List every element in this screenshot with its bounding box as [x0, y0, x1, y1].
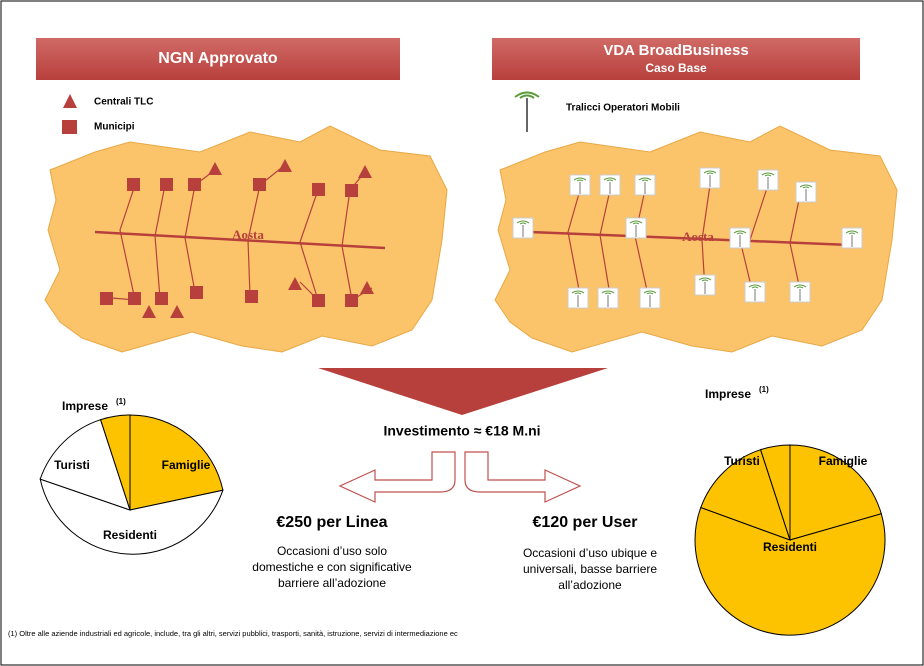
left-title: NGN Approvato	[158, 50, 278, 67]
pie-label: Famiglie	[162, 458, 211, 472]
left-header	[36, 38, 400, 80]
legend-text: Municipi	[94, 122, 135, 133]
left-markers	[100, 159, 374, 318]
right-description: Occasioni d’uso ubique e	[523, 546, 657, 560]
right-arrow	[464, 451, 582, 503]
right-description: all’adozione	[558, 578, 622, 592]
right-subtitle: Caso Base	[645, 61, 707, 75]
right-header	[492, 38, 860, 80]
left-description: Occasioni d’uso solo	[277, 544, 387, 558]
down-arrow	[318, 368, 608, 415]
left-description: barriere all’adozione	[278, 576, 386, 590]
pie-label: Imprese	[705, 387, 751, 401]
map-label: Aosta	[682, 229, 714, 244]
pie-label: Turisti	[54, 458, 90, 472]
pie-label: Residenti	[103, 528, 157, 542]
triangle-icon	[63, 94, 77, 108]
legend-text: Centrali TLC	[94, 97, 153, 108]
investment: Investimento ≈ €18 M.ni	[383, 423, 540, 439]
left-arrow	[338, 451, 456, 503]
right-title: VDA BroadBusiness	[603, 42, 748, 59]
square-icon	[62, 120, 77, 134]
right-description: universali, basse barriere	[523, 562, 657, 576]
legend-text: Tralicci Operatori Mobili	[566, 103, 680, 114]
pie-label-note: (1)	[759, 385, 769, 394]
pie-label-note: (1)	[116, 397, 126, 406]
antenna-icon	[514, 91, 540, 132]
right-price: €120 per User	[533, 514, 638, 531]
map-label: Aosta	[232, 227, 264, 242]
pie-label: Residenti	[763, 540, 817, 554]
pie-label: Imprese	[62, 399, 108, 413]
left-price: €250 per Linea	[276, 514, 387, 531]
pie-label: Famiglie	[819, 454, 868, 468]
left-network	[94, 164, 386, 301]
left-description: domestiche e con significative	[252, 560, 412, 574]
pie-label: Turisti	[724, 454, 760, 468]
left-pie	[39, 414, 224, 555]
right-pie	[694, 444, 886, 636]
footnote: (1) Oltre alle aziende industriali ed ag…	[8, 629, 458, 638]
